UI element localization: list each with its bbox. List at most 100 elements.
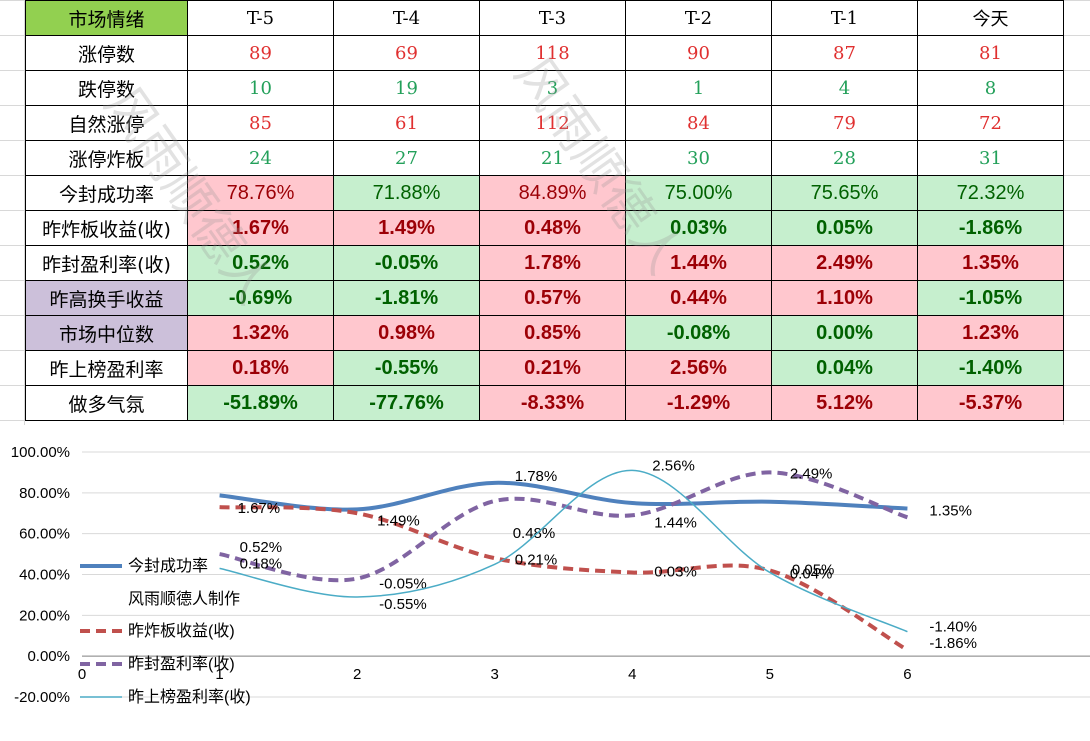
sentiment-line-chart: 100.00% 80.00% 60.00% 40.00% 20.00% 0.00% -20.…	[11, 444, 1090, 706]
table-cell: 72	[917, 105, 1064, 141]
row-label: 涨停炸板	[25, 140, 188, 176]
table-cell: 30	[625, 140, 772, 176]
row-label: 昨高换手收益	[25, 280, 188, 316]
y-tick-label: 60.00%	[19, 526, 70, 543]
legend-label: 昨炸板收益(收)	[128, 622, 235, 640]
table-row: 跌停数 10 19 3 1 4 8	[25, 70, 1064, 106]
table-cell: 61	[333, 105, 480, 141]
market-sentiment-table: 市场情绪 T-5 T-4 T-3 T-2 T-1 今天 涨停数 89 69 118 90 87 81 跌停数…	[25, 0, 1064, 421]
table-cell: 19	[333, 70, 480, 106]
table-cell: 118	[479, 35, 626, 71]
table-cell: 81	[917, 35, 1064, 71]
table-cell: 112	[479, 105, 626, 141]
table-cell: 0.52%	[187, 245, 334, 281]
table-cell: 0.03%	[625, 210, 772, 246]
data-label: 0.52%	[240, 539, 283, 556]
table-cell: 75.00%	[625, 175, 772, 211]
header-cell-day: T-3	[479, 0, 626, 36]
table-row: 昨炸板收益(收) 1.67% 1.49% 0.48% 0.03% 0.05% -1.86%	[25, 210, 1064, 246]
table-cell: 24	[187, 140, 334, 176]
table-row: 昨上榜盈利率 0.18% -0.55% 0.21% 2.56% 0.04% -1.40%	[25, 350, 1064, 386]
row-label: 今封成功率	[25, 175, 188, 211]
table-cell: 0.21%	[479, 350, 626, 386]
table-cell: 79	[771, 105, 918, 141]
table-cell: 72.32%	[917, 175, 1064, 211]
x-tick-label: 2	[353, 666, 361, 683]
table-cell: 27	[333, 140, 480, 176]
header-cell-day: T-4	[333, 0, 480, 36]
y-tick-label: 20.00%	[19, 607, 70, 624]
y-tick-label: 40.00%	[19, 567, 70, 584]
y-tick-label: 80.00%	[19, 485, 70, 502]
data-label: 2.49%	[790, 465, 833, 482]
x-tick-label: 3	[491, 666, 499, 683]
header-cell-day: T-2	[625, 0, 772, 36]
data-label: 0.18%	[240, 555, 283, 572]
table-cell: 8	[917, 70, 1064, 106]
data-label: 1.35%	[929, 502, 972, 519]
row-label: 市场中位数	[25, 315, 188, 351]
table-cell: -8.33%	[479, 385, 626, 421]
table-cell: -51.89%	[187, 385, 334, 421]
table-cell: 89	[187, 35, 334, 71]
data-label: 0.03%	[654, 563, 697, 580]
table-cell: 69	[333, 35, 480, 71]
table-cell: 2.56%	[625, 350, 772, 386]
table-cell: 78.76%	[187, 175, 334, 211]
y-tick-label: -20.00%	[14, 689, 70, 706]
row-label: 跌停数	[25, 70, 188, 106]
table-row: 市场中位数 1.32% 0.98% 0.85% -0.08% 0.00% 1.23%	[25, 315, 1064, 351]
data-label: 0.04%	[790, 565, 833, 582]
table-cell: 10	[187, 70, 334, 106]
data-label: 1.49%	[377, 512, 420, 529]
x-tick-label: 1	[215, 666, 223, 683]
data-label: -0.55%	[379, 596, 427, 613]
header-cell-day: 今天	[917, 0, 1064, 36]
data-label: -1.40%	[929, 619, 977, 636]
data-label: 1.78%	[515, 468, 558, 485]
table-cell: 75.65%	[771, 175, 918, 211]
header-cell-day: T-1	[771, 0, 918, 36]
table-cell: 1.67%	[187, 210, 334, 246]
row-label: 涨停数	[25, 35, 188, 71]
data-label: 0.05%	[792, 561, 835, 578]
table-cell: -1.29%	[625, 385, 772, 421]
table-row: 做多气氛 -51.89% -77.76% -8.33% -1.29% 5.12% -5.37…	[25, 385, 1064, 421]
table-cell: -1.81%	[333, 280, 480, 316]
table-cell: 1.10%	[771, 280, 918, 316]
table-cell: 71.88%	[333, 175, 480, 211]
table-row: 昨高换手收益 -0.69% -1.81% 0.57% 0.44% 1.10% -1.05%	[25, 280, 1064, 316]
data-label: 1.67%	[238, 500, 281, 517]
header-cell-day: T-5	[187, 0, 334, 36]
table-cell: 21	[479, 140, 626, 176]
table-cell: -0.55%	[333, 350, 480, 386]
table-cell: 0.48%	[479, 210, 626, 246]
legend-label: 风雨顺德人制作	[128, 590, 240, 608]
table-row: 涨停数 89 69 118 90 87 81	[25, 35, 1064, 71]
row-label: 昨封盈利率(收)	[25, 245, 188, 281]
table-cell: 0.57%	[479, 280, 626, 316]
table-cell: 0.05%	[771, 210, 918, 246]
table-cell: 85	[187, 105, 334, 141]
x-tick-label: 0	[78, 666, 86, 683]
data-label: 1.44%	[654, 514, 697, 531]
table-row: 昨封盈利率(收) 0.52% -0.05% 1.78% 1.44% 2.49% 1.35%	[25, 245, 1064, 281]
x-tick-label: 4	[628, 666, 636, 683]
series-line	[219, 505, 909, 652]
data-label: 0.21%	[515, 551, 558, 568]
table-cell: 0.00%	[771, 315, 918, 351]
data-label: 2.56%	[652, 457, 695, 474]
table-cell: -77.76%	[333, 385, 480, 421]
x-tick-label: 5	[766, 666, 774, 683]
table-cell: 1.32%	[187, 315, 334, 351]
table-cell: 1	[625, 70, 772, 106]
table-cell: 1.49%	[333, 210, 480, 246]
table-cell: 0.98%	[333, 315, 480, 351]
table-cell: -0.08%	[625, 315, 772, 351]
data-label: 0.48%	[513, 525, 556, 542]
table-cell: -0.05%	[333, 245, 480, 281]
legend-label: 今封成功率	[128, 557, 208, 575]
data-label: -1.86%	[929, 635, 977, 652]
table-cell: 87	[771, 35, 918, 71]
table-cell: -0.69%	[187, 280, 334, 316]
